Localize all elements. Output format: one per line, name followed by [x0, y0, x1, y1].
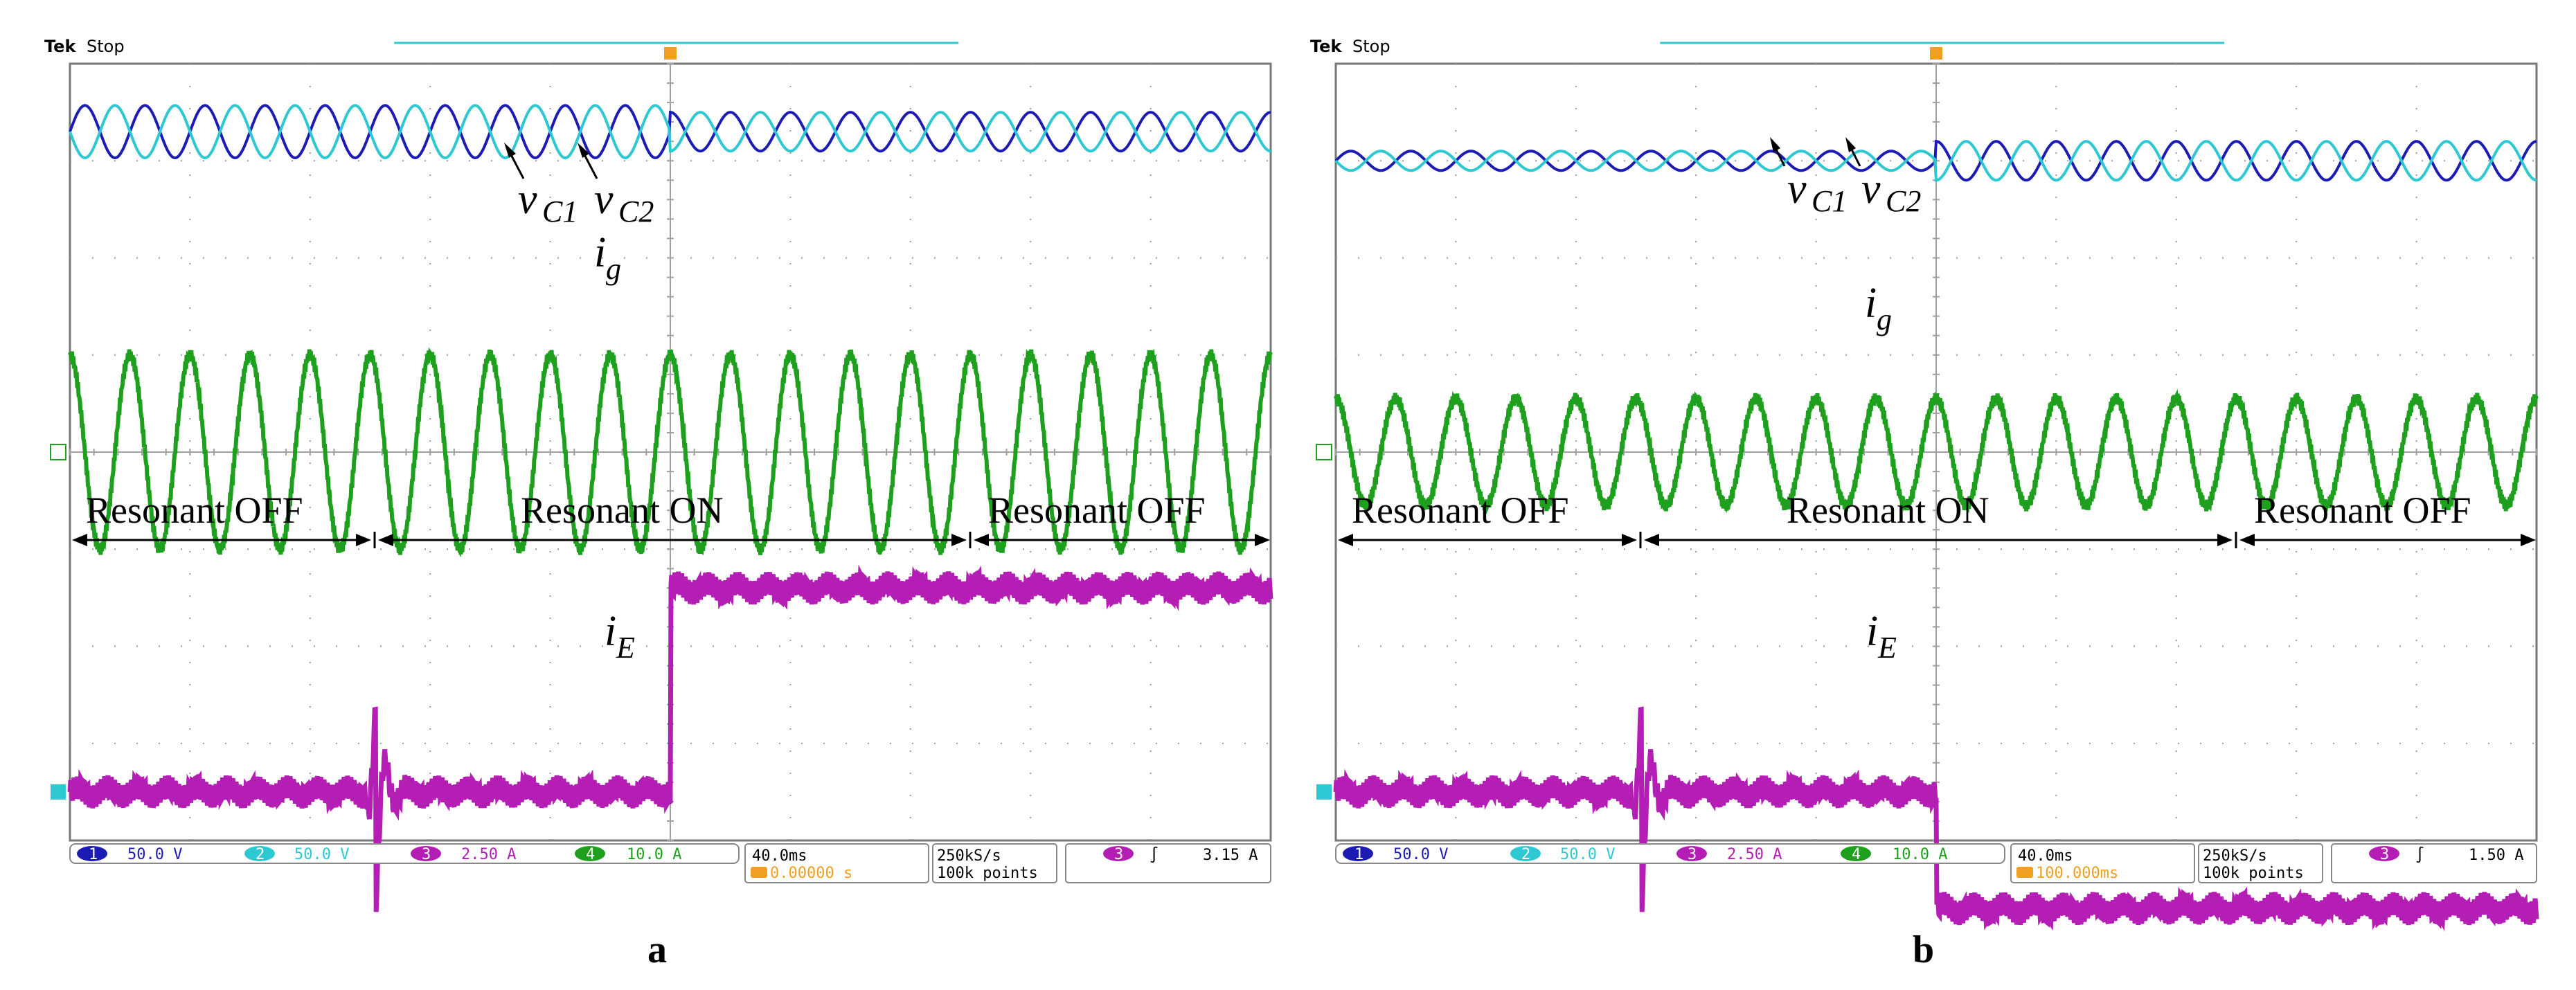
record-length: 100k points [2203, 865, 2304, 882]
svg-text:g: g [606, 252, 621, 286]
acquisition-state: Stop [87, 37, 125, 56]
svg-text:4: 4 [1852, 846, 1861, 863]
trigger-position-marker [1930, 47, 1942, 60]
ch1-scale: 50.0 V [1393, 846, 1448, 863]
trigger-slope: ∫ [1150, 846, 1159, 864]
trigger-delay: 100.000ms [2036, 865, 2118, 882]
trace-ig [68, 347, 1273, 558]
sample-rate: 250kS/s [2203, 847, 2267, 865]
label-vC1: v C1 [518, 176, 578, 228]
label-iE: i E [1866, 608, 1897, 665]
svg-text:4: 4 [586, 846, 595, 863]
arrowhead-vC1 [504, 143, 516, 158]
svg-text:3: 3 [2380, 846, 2389, 863]
region-label-2: Resonant ON [1787, 489, 1989, 531]
svg-text:i: i [1866, 608, 1878, 655]
svg-text:E: E [1877, 631, 1897, 665]
sample-rate: 250kS/s [937, 847, 1001, 865]
region-arrows [75, 532, 1267, 548]
trigger-level: 1.50 A [2469, 847, 2523, 864]
timebase: 40.0ms [2018, 847, 2073, 865]
region-label-2: Resonant ON [521, 489, 723, 531]
ch2-ground-marker [1316, 784, 1332, 800]
trace-layer [1316, 42, 2539, 932]
timebase: 40.0ms [752, 847, 807, 865]
svg-text:g: g [1877, 303, 1892, 336]
trace-vC1 [1334, 139, 2537, 182]
trigger-position-marker [664, 47, 677, 60]
svg-text:v: v [1861, 165, 1881, 213]
ch4-ground-marker [50, 444, 66, 460]
arrowhead-vC2 [1845, 137, 1856, 152]
region-arrows [1341, 532, 2533, 548]
svg-text:i: i [605, 608, 616, 655]
trace-vC2 [69, 104, 1271, 160]
ch4-scale: 10.0 A [1893, 846, 1947, 863]
svg-text:i: i [1865, 280, 1877, 327]
svg-text:2: 2 [1521, 846, 1530, 863]
label-ig: i g [1865, 280, 1892, 336]
tek-brand: Tek [44, 37, 76, 56]
graticule-grid [1335, 63, 2537, 841]
trace-iE [1333, 706, 2539, 932]
ch4-ground-marker [1316, 444, 1332, 460]
region-label-1: Resonant OFF [86, 489, 303, 531]
status-bar: 1 50.0 V 2 50.0 V 3 2.50 A 4 10.0 A 40.0… [69, 843, 1271, 883]
trace-iE [67, 564, 1273, 912]
record-length: 100k points [937, 865, 1038, 882]
trigger-slope: ∫ [2415, 846, 2424, 864]
svg-text:C1: C1 [1812, 184, 1847, 218]
panel-label-a: a [647, 928, 667, 971]
tek-brand: Tek [1310, 37, 1342, 56]
region-label-3: Resonant OFF [988, 489, 1206, 531]
svg-text:1: 1 [1354, 846, 1363, 863]
svg-text:C2: C2 [618, 195, 654, 228]
svg-text:3: 3 [1688, 846, 1697, 863]
ch3-scale: 2.50 A [461, 846, 516, 863]
trigger-level: 3.15 A [1203, 847, 1258, 864]
label-iE: i E [605, 608, 635, 665]
svg-text:3: 3 [1114, 846, 1123, 863]
label-ig: i g [594, 229, 621, 286]
label-vC2: v C2 [594, 176, 654, 228]
ch3-scale: 2.50 A [1727, 846, 1782, 863]
ch2-scale: 50.0 V [294, 846, 349, 863]
label-vC1: v C1 [1787, 165, 1847, 218]
svg-text:E: E [616, 631, 635, 665]
status-bar: 1 50.0 V 2 50.0 V 3 2.50 A 4 10.0 A 40.0… [1335, 843, 2537, 883]
svg-text:C1: C1 [542, 195, 578, 228]
scope-panel-b: Tek Stop v C1 v C2 i g i E Resonant OFF … [1310, 37, 2539, 971]
region-arrowheads [72, 534, 1270, 546]
panel-label-b: b [1913, 928, 1934, 971]
svg-text:2: 2 [256, 846, 265, 863]
ch4-scale: 10.0 A [627, 846, 681, 863]
trace-vC1 [69, 104, 1271, 160]
ch2-ground-marker [51, 784, 66, 800]
trace-vC2 [1334, 140, 2537, 182]
svg-text:v: v [1787, 165, 1807, 213]
svg-text:3: 3 [422, 846, 431, 863]
trace-layer [50, 42, 1273, 912]
svg-text:1: 1 [89, 846, 98, 863]
region-arrowheads [1338, 534, 2536, 546]
svg-text:v: v [594, 176, 614, 223]
svg-text:C2: C2 [1886, 184, 1921, 218]
graticule-grid [69, 63, 1271, 841]
svg-text:v: v [518, 176, 537, 223]
label-vC2: v C2 [1861, 165, 1921, 218]
region-label-3: Resonant OFF [2254, 489, 2471, 531]
arrowhead-vC1 [1770, 137, 1780, 152]
trace-ig [1334, 388, 2539, 514]
svg-text:i: i [594, 229, 606, 276]
trigger-delay: 0.00000 s [770, 865, 852, 882]
ch2-scale: 50.0 V [1560, 846, 1615, 863]
scope-panel-a: Tek Stop v C1 v C2 i g i E Resonant OFF … [44, 37, 1273, 971]
acquisition-state: Stop [1352, 37, 1390, 56]
arrowhead-vC2 [578, 143, 589, 158]
ch1-scale: 50.0 V [127, 846, 182, 863]
region-label-1: Resonant OFF [1352, 489, 1569, 531]
